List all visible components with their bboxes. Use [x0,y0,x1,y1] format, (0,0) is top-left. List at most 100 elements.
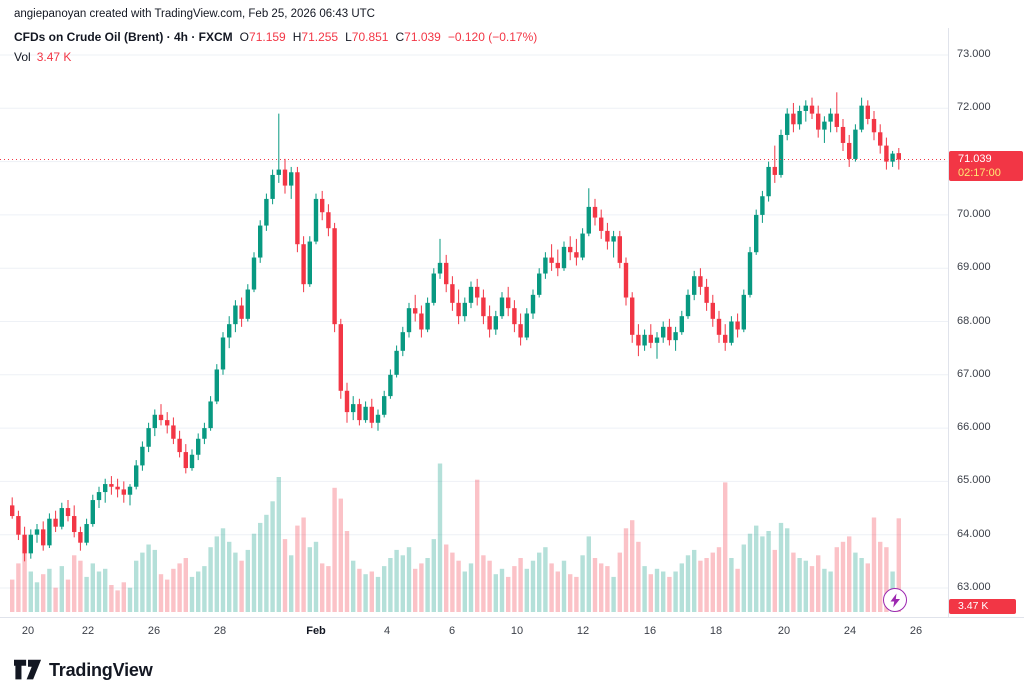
price-axis-label: 70.000 [957,207,991,220]
time-axis-label: 24 [843,625,857,637]
candle-body [896,153,901,160]
volume-bar [803,560,808,612]
volume-bar [65,579,71,612]
volume-bar [561,560,567,612]
volume-bar [853,552,858,612]
volume-bar [754,525,759,612]
volume-bar [679,563,684,612]
volume-bar [611,576,616,612]
candlestick-chart[interactable] [0,28,948,617]
symbol-title[interactable]: CFDs on Crude Oil (Brent) · 4h · FXCM [14,30,233,44]
volume-bar [766,531,771,612]
volume-bar [103,568,108,612]
volume-bar [406,547,412,612]
volume-bar [797,558,802,612]
candle-body [543,257,548,274]
time-axis-label: 6 [448,625,456,637]
candle-body [289,172,294,186]
volume-bar [96,571,102,612]
candle-body [853,129,858,159]
volume-bar [59,566,64,612]
candle-body [710,302,715,319]
volume-bar [816,555,821,612]
candle-body [574,252,579,258]
volume-bar [363,574,368,612]
candle-body [723,334,728,343]
tradingview-wordmark: TradingView [49,659,153,680]
candle-body [766,166,771,197]
candle-body [53,518,58,527]
time-axis-label: 26 [147,625,161,637]
candle-body [276,169,281,175]
volume-bar [140,552,145,612]
candle-body [623,262,629,298]
volume-bar [735,568,740,612]
volume-bar [351,560,356,612]
candle-body [586,206,591,234]
time-axis-label: 16 [643,625,657,637]
time-axis[interactable]: 20 22 26 28 Feb 4 6 10 12 16 18 20 24 26 [0,618,948,650]
volume-bar [692,549,697,612]
volume-bar [506,576,511,612]
footer: TradingView [0,650,1024,698]
volume-bar [729,558,734,612]
candle-body [375,414,381,423]
volume-bar [785,528,790,612]
tradingview-logo[interactable]: TradingView [14,659,153,681]
volume-bar [78,560,83,612]
candle-body [605,230,610,242]
volume-bar [654,568,660,612]
candle-body [735,321,740,330]
volume-bar [220,528,226,612]
candle-body [208,401,213,429]
volume-bar [320,563,325,612]
lightning-bolt-icon [890,593,900,607]
candle-body [592,206,598,218]
volume-bar [171,568,176,612]
candle-body [431,273,436,303]
candle-body [673,332,678,341]
volume-bar [661,571,666,612]
volume-bar [264,514,269,612]
volume-bar [134,560,139,612]
volume-bar [599,563,604,612]
volume-label[interactable]: Vol [14,50,31,64]
candle-body [667,326,672,341]
time-axis-label: 22 [81,625,95,637]
volume-bar [828,571,833,612]
volume-bar [518,558,523,612]
volume-bar [475,479,480,612]
volume-bar [809,566,815,612]
candle-body [171,425,176,439]
candle-body [258,225,263,258]
volume-bar [543,547,548,612]
price-axis[interactable]: 73.00072.00071.00070.00069.00068.00067.0… [948,0,1024,617]
volume-bar [580,555,585,612]
ohlc-values: O71.159 H71.255 L70.851 C71.039 [233,30,441,44]
volume-bar [847,536,852,612]
volume-bar [295,525,300,612]
candle-body [245,289,250,319]
volume-bar [121,582,126,612]
volume-bar [307,547,312,612]
candle-body [462,302,467,317]
volume-bar [115,590,120,612]
volume-bar [431,539,436,612]
volume-bar [227,541,232,612]
volume-bar [450,552,455,612]
candle-body [561,246,567,269]
candle-body [791,113,796,125]
candle-body [549,257,554,263]
price-axis-label: 69.000 [957,261,991,274]
candle-body [72,516,77,533]
volume-bar [47,568,52,612]
candle-body [134,465,139,487]
candle-body [537,273,542,295]
volume-bar [840,541,846,612]
candle-body [65,508,71,517]
volume-bar [313,541,319,612]
price-axis-label: 68.000 [957,314,991,327]
candle-body [400,332,405,351]
instant-order-button[interactable] [883,588,907,612]
candle-body [16,516,21,535]
